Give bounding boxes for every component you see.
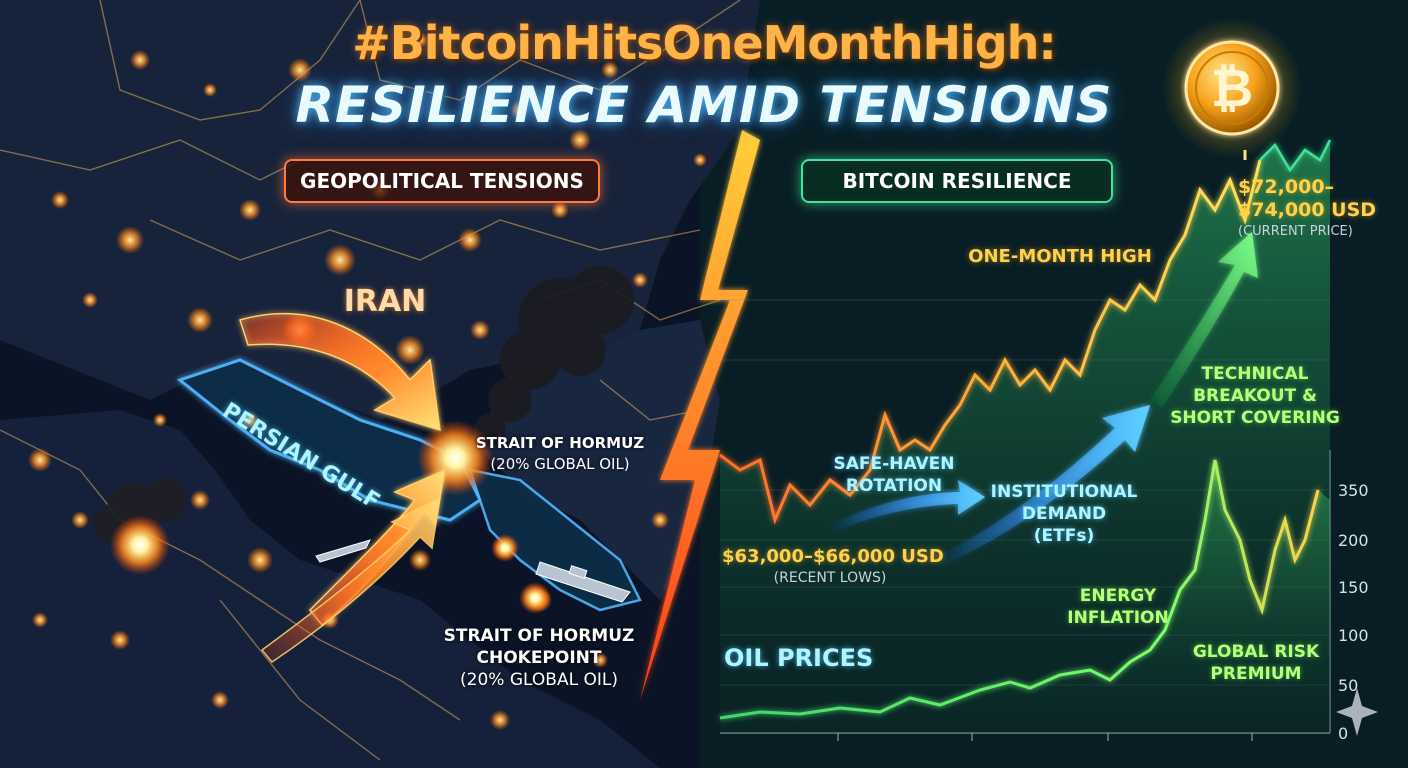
energy-inflation-line1: ENERGY: [1079, 586, 1157, 606]
arrow-safe-haven: [830, 480, 985, 532]
safe-haven-line2: ROTATION: [845, 476, 943, 496]
lightning-divider: [640, 130, 760, 700]
institutional-line1: INSTITUTIONAL: [990, 482, 1138, 502]
strait-label-line1: STRAIT OF HORMUZ: [475, 434, 645, 452]
recent-lows-note: (RECENT LOWS): [773, 570, 887, 586]
arrow-institutional: [935, 405, 1150, 566]
recent-lows-price: $63,000–$66,000 USD: [722, 546, 944, 567]
oil-tick-0: 0: [1338, 724, 1349, 743]
bitcoin-area: [720, 140, 1330, 733]
persian-gulf-water: [176, 358, 482, 522]
chokepoint-label-line3: (20% GLOBAL OIL): [460, 670, 618, 690]
oil-tick-150: 150: [1338, 578, 1369, 597]
arrow-south-2: [260, 496, 441, 663]
chokepoint-label-line1: STRAIT OF HORMUZ: [443, 626, 635, 646]
title-main: RESILIENCE AMID TENSIONS: [295, 76, 1113, 134]
sparkle-icon: [1336, 688, 1378, 736]
x-axis-ticks: [837, 733, 1253, 741]
energy-inflation-line2: INFLATION: [1067, 608, 1169, 628]
global-risk-line2: PREMIUM: [1210, 664, 1302, 684]
explosion-left: [110, 515, 170, 575]
bitcoin-resilience-badge: BITCOIN RESILIENCE: [801, 159, 1113, 203]
institutional-line2: DEMAND: [1021, 504, 1107, 524]
oil-tick-200: 200: [1338, 531, 1369, 550]
arrow-technical: [1150, 232, 1258, 408]
institutional-line3: (ETFs): [1033, 526, 1095, 546]
safe-haven-line1: SAFE-HAVEN: [833, 454, 955, 474]
technical-line3: SHORT COVERING: [1170, 408, 1340, 428]
bitcoin-coin-icon: ₿: [1184, 40, 1280, 136]
one-month-high-label: ONE-MONTH HIGH: [968, 246, 1152, 267]
global-risk-line1: GLOBAL RISK: [1192, 642, 1320, 662]
technical-line1: TECHNICAL: [1201, 364, 1309, 384]
current-price-line2: $74,000 USD: [1238, 199, 1377, 221]
oil-tick-350: 350: [1338, 481, 1369, 500]
explosion-sea: [491, 534, 519, 562]
arrow-iran: [239, 313, 441, 432]
oil-tick-50: 50: [1338, 676, 1359, 695]
oil-prices-label: OIL PRICES: [724, 644, 874, 672]
oil-area: [720, 460, 1330, 733]
technical-line2: BREAKOUT &: [1193, 386, 1317, 406]
oil-price-line: [719, 459, 1320, 720]
landmass-east: [470, 320, 720, 600]
explosion-ship: [519, 582, 551, 614]
strait-label-line2: (20% GLOBAL OIL): [490, 455, 630, 473]
smoke-plume: [474, 266, 634, 446]
iran-label: IRAN: [343, 284, 427, 319]
svg-text:₿: ₿: [1211, 59, 1253, 119]
oil-tick-100: 100: [1338, 626, 1369, 645]
chokepoint-label-line2: CHOKEPOINT: [476, 648, 602, 668]
current-price-note: (CURRENT PRICE): [1238, 224, 1353, 239]
bitcoin-price-line: [719, 159, 1262, 525]
title-hashtag: #BitcoinHitsOneMonthHigh:: [352, 16, 1057, 70]
ship-icons: [315, 539, 631, 603]
geopolitical-tensions-badge: GEOPOLITICAL TENSIONS: [284, 159, 600, 203]
current-price-line1: $72,000–: [1238, 176, 1335, 198]
